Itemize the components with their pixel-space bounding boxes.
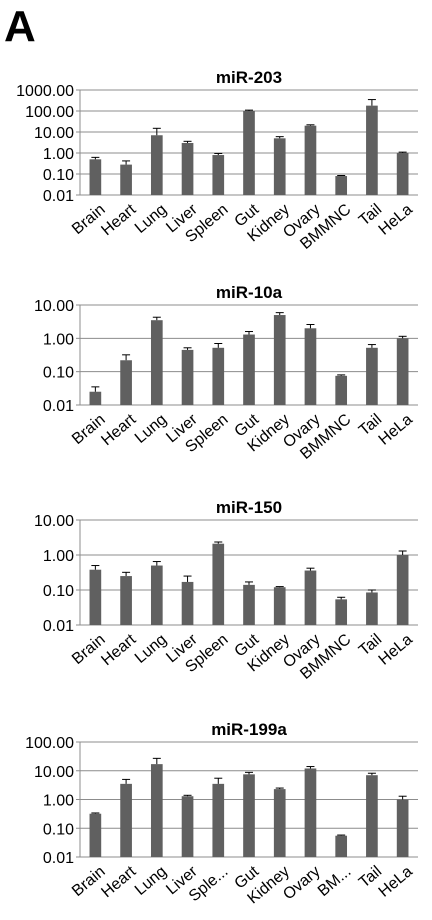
bar-tail: [366, 347, 378, 405]
chart-title: miR-199a: [211, 720, 287, 739]
bar-hela: [396, 799, 409, 857]
bar-lung: [150, 135, 163, 195]
bar-bmmnc: [335, 599, 348, 625]
x-tick-label-lung: Lung: [132, 201, 170, 237]
bar-liver: [181, 142, 194, 195]
bar-bmmnc: [335, 176, 348, 195]
y-tick-label: 100.00: [25, 104, 74, 121]
bar-heart: [120, 360, 132, 405]
y-tick-label: 0.10: [43, 583, 74, 600]
chart-mir-150: miR-1500.010.101.0010.00BrainHeartLungLi…: [34, 498, 418, 683]
x-tick-label-hela: HeLa: [376, 631, 416, 669]
y-tick-label: 1.00: [43, 146, 74, 163]
y-tick-label: 10.00: [34, 298, 74, 315]
bar-brain: [89, 159, 102, 195]
bar-brain: [89, 391, 102, 405]
bar-tail: [366, 775, 378, 857]
bar-liver: [181, 349, 194, 405]
bar-kidney: [273, 138, 286, 195]
bar-sple: [212, 783, 225, 857]
chart-mir-203: miR-2030.010.101.0010.00100.001000.00Bra…: [16, 68, 418, 253]
bar-gut: [243, 334, 255, 405]
bar-heart: [120, 576, 132, 625]
y-tick-label: 0.01: [43, 188, 74, 205]
bar-bm: [335, 835, 348, 857]
bar-lung: [150, 764, 163, 857]
y-tick-label: 1000.00: [16, 83, 74, 100]
bar-ovary: [304, 328, 317, 405]
bar-spleen: [212, 347, 225, 405]
bar-gut: [243, 111, 255, 195]
x-tick-label-lung: Lung: [132, 631, 170, 667]
bar-kidney: [273, 789, 286, 857]
y-tick-label: 0.01: [43, 398, 74, 415]
x-tick-label-heart: Heart: [98, 631, 139, 670]
chart-title: miR-203: [216, 68, 282, 87]
bar-heart: [120, 164, 132, 195]
bar-tail: [366, 105, 378, 195]
x-tick-label-heart: Heart: [98, 411, 139, 450]
chart-title: miR-10a: [216, 283, 283, 302]
bar-hela: [396, 153, 409, 195]
y-tick-label: 0.01: [43, 850, 74, 867]
bar-ovary: [304, 125, 317, 195]
bar-hela: [396, 555, 409, 625]
y-tick-label: 10.00: [34, 513, 74, 530]
x-tick-label-heart: Heart: [98, 863, 139, 902]
chart-title: miR-150: [216, 498, 282, 517]
x-tick-label-heart: Heart: [98, 201, 139, 240]
bar-hela: [396, 338, 409, 405]
bar-lung: [150, 320, 163, 405]
y-tick-label: 10.00: [34, 764, 74, 781]
bar-bmmnc: [335, 375, 348, 405]
bar-liver: [181, 581, 194, 625]
bar-ovary: [304, 768, 317, 857]
bar-kidney: [273, 587, 286, 625]
y-tick-label: 0.10: [43, 167, 74, 184]
y-tick-label: 0.01: [43, 618, 74, 635]
bar-spleen: [212, 155, 225, 195]
y-tick-label: 10.00: [34, 125, 74, 142]
x-tick-label-bm: BM...: [315, 863, 355, 900]
bar-heart: [120, 783, 132, 857]
bar-ovary: [304, 570, 317, 625]
bar-liver: [181, 796, 194, 857]
y-tick-label: 1.00: [43, 331, 74, 348]
bar-kidney: [273, 315, 286, 405]
bar-tail: [366, 592, 378, 625]
chart-mir-199a: miR-199a0.010.101.0010.00100.00BrainHear…: [25, 720, 418, 907]
y-tick-label: 100.00: [25, 735, 74, 752]
bar-brain: [89, 813, 102, 857]
bar-gut: [243, 774, 255, 857]
y-tick-label: 0.10: [43, 365, 74, 382]
bar-gut: [243, 584, 255, 625]
x-tick-label-hela: HeLa: [376, 863, 416, 901]
x-tick-label-hela: HeLa: [376, 201, 416, 239]
y-tick-label: 1.00: [43, 793, 74, 810]
y-tick-label: 1.00: [43, 548, 74, 565]
bar-spleen: [212, 543, 225, 625]
x-tick-label-lung: Lung: [132, 863, 170, 899]
x-tick-label-lung: Lung: [132, 411, 170, 447]
chart-mir-10a: miR-10a0.010.101.0010.00BrainHeartLungLi…: [34, 283, 418, 463]
panel-label: A: [4, 2, 36, 51]
y-tick-label: 0.10: [43, 821, 74, 838]
bar-lung: [150, 565, 163, 625]
x-tick-label-hela: HeLa: [376, 411, 416, 449]
bar-brain: [89, 569, 102, 625]
